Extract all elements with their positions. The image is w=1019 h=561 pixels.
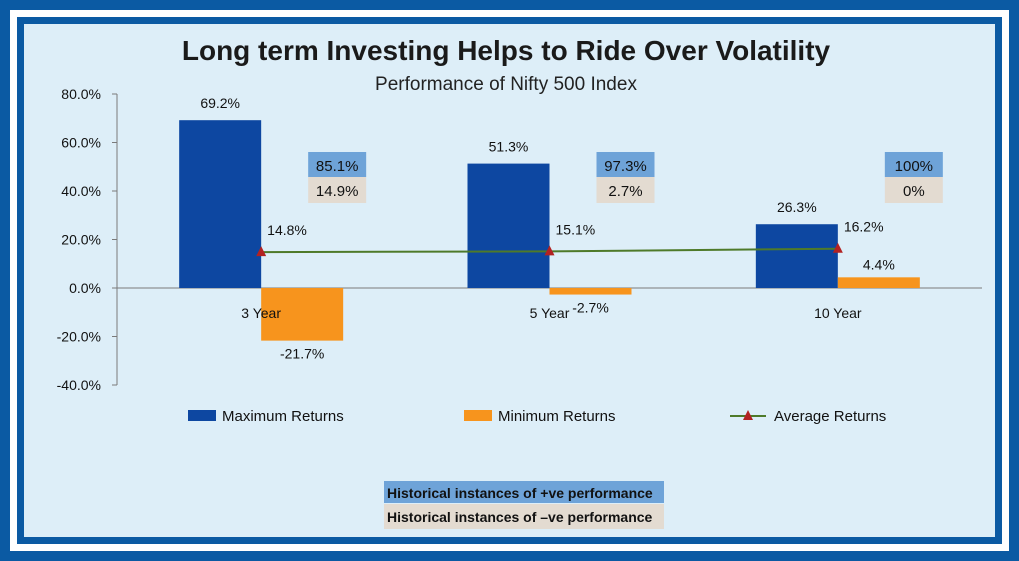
positive-instance-value: 97.3%	[604, 158, 647, 175]
y-tick-label: -40.0%	[57, 377, 101, 393]
legend-label-maximum: Maximum Returns	[222, 408, 344, 425]
bar-maximum-returns	[467, 163, 550, 288]
negative-instance-value: 14.9%	[316, 183, 359, 200]
bar-minimum-returns	[261, 288, 344, 341]
negative-instance-box	[596, 177, 655, 203]
positive-instance-value: 100%	[895, 158, 933, 175]
bar-maximum-returns	[179, 120, 262, 288]
positive-note-box	[384, 481, 664, 503]
bar-minimum-returns	[837, 277, 920, 288]
data-label-minimum: -21.7%	[280, 346, 324, 362]
data-label-maximum: 51.3%	[489, 139, 529, 155]
x-tick-label: 10 Year	[814, 305, 862, 321]
bar-minimum-returns	[549, 288, 632, 295]
negative-instance-box	[884, 177, 943, 203]
data-label-minimum: -2.7%	[572, 300, 609, 316]
legend-swatch-maximum	[188, 410, 216, 421]
data-label-maximum: 69.2%	[200, 95, 240, 111]
y-tick-label: 40.0%	[61, 183, 101, 199]
chart-title: Long term Investing Helps to Ride Over V…	[182, 35, 831, 66]
legend-marker-average	[743, 410, 753, 420]
chart-subtitle: Performance of Nifty 500 Index	[375, 74, 637, 95]
average-returns-marker	[544, 245, 555, 256]
y-tick-label: 0.0%	[69, 280, 101, 296]
average-line-group: 14.8% 15.1% 16.2%	[256, 219, 884, 257]
bar-maximum-returns	[755, 224, 838, 288]
chart-panel: Long term Investing Helps to Ride Over V…	[24, 24, 995, 537]
chart-svg: Long term Investing Helps to Ride Over V…	[57, 35, 982, 529]
average-returns-marker	[832, 242, 843, 253]
negative-instance-value: 2.7%	[608, 183, 642, 200]
y-tick-label: -20.0%	[57, 329, 101, 345]
y-tick-label: 80.0%	[61, 86, 101, 102]
positive-note-text: Historical instances of +ve performance	[387, 485, 653, 501]
legend-swatch-minimum	[464, 410, 492, 421]
bars-group: 69.2% -21.7% 3 Year 51.3% -2.7%5 Year 26.3% 4.…	[179, 95, 920, 362]
negative-instance-box	[308, 177, 367, 203]
data-label-maximum: 26.3%	[777, 199, 817, 215]
negative-instance-value: 0%	[903, 183, 925, 200]
y-tick-label: 20.0%	[61, 232, 101, 248]
positive-instance-box	[308, 152, 367, 177]
data-label-minimum: 4.4%	[863, 256, 895, 272]
notes-panel: Historical instances of +ve performance …	[384, 481, 664, 529]
x-tick-label: 5 Year	[530, 305, 570, 321]
positive-instance-box	[596, 152, 655, 177]
negative-note-box	[384, 504, 664, 529]
data-label-average: 14.8%	[267, 222, 307, 238]
y-tick-label: 60.0%	[61, 135, 101, 151]
instance-boxes-group: 85.1% 14.9% 97.3% 2.7% 100% 0%	[308, 152, 943, 203]
x-tick-label: 3 Year	[241, 305, 281, 321]
negative-note-text: Historical instances of –ve performance	[387, 509, 653, 525]
positive-instance-value: 85.1%	[316, 158, 359, 175]
legend-label-minimum: Minimum Returns	[498, 408, 616, 425]
average-returns-marker	[256, 246, 267, 257]
data-label-average: 16.2%	[844, 219, 884, 235]
legend: Maximum Returns Minimum Returns Average Re…	[188, 408, 886, 425]
positive-instance-box	[884, 152, 943, 177]
legend-label-average: Average Returns	[774, 408, 886, 425]
data-label-average: 15.1%	[556, 221, 596, 237]
